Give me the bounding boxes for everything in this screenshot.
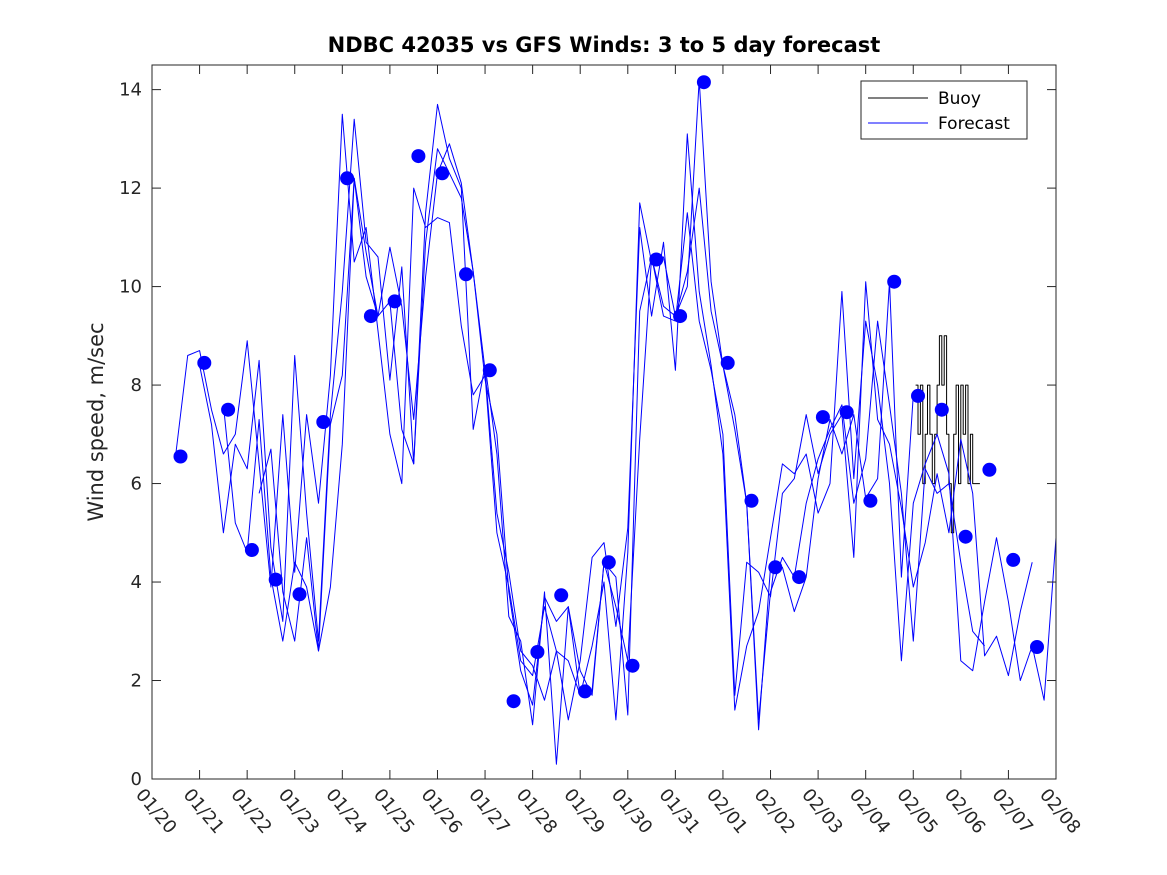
forecast-marker [839, 405, 854, 420]
forecast-marker [982, 462, 997, 477]
forecast-marker [506, 694, 521, 709]
forecast-marker [244, 543, 259, 557]
forecast-marker [197, 355, 212, 370]
forecast-marker [625, 658, 640, 673]
forecast-marker [411, 149, 426, 164]
y-tick-label: 2 [131, 671, 142, 692]
forecast-marker [554, 588, 569, 603]
series-line-forecast-3 [222, 79, 914, 731]
forecast-marker [601, 555, 616, 570]
forecast-marker [792, 570, 807, 585]
forecast-marker [340, 171, 355, 186]
forecast-marker [482, 363, 497, 378]
y-tick-label: 4 [131, 572, 142, 593]
forecast-marker [720, 355, 735, 370]
forecast-marker [887, 274, 902, 289]
forecast-marker [173, 449, 188, 464]
axes-box [151, 64, 1057, 780]
forecast-marker [863, 493, 878, 508]
legend-label-forecast: Forecast [938, 114, 1010, 134]
y-tick-label: 10 [119, 277, 142, 298]
series-line-buoy [915, 335, 980, 534]
forecast-marker [958, 529, 973, 544]
forecast-marker [387, 294, 402, 309]
series-line-forecast-2 [199, 103, 1033, 765]
forecast-marker [768, 560, 783, 575]
y-tick-label: 6 [131, 474, 142, 495]
forecast-marker [530, 645, 545, 659]
legend-label-buoy: Buoy [938, 89, 981, 109]
forecast-marker [459, 267, 473, 282]
legend-box [860, 80, 1028, 140]
plot-area [152, 65, 1056, 779]
forecast-marker [673, 309, 688, 324]
forecast-marker [1006, 552, 1021, 567]
forecast-marker [815, 410, 830, 425]
forecast-marker [744, 493, 759, 508]
forecast-marker [578, 684, 592, 699]
chart-title: NDBC 42035 vs GFS Winds: 3 to 5 day fore… [328, 33, 881, 57]
marker-layer [173, 75, 1044, 709]
forecast-marker [268, 572, 283, 587]
y-axis-label: Wind speed, m/sec [84, 322, 108, 521]
forecast-marker [363, 309, 378, 324]
series-line-forecast-1 [175, 113, 1057, 721]
forecast-marker [934, 402, 949, 417]
forecast-marker [316, 415, 331, 429]
forecast-marker [292, 587, 307, 602]
y-tick-label: 8 [131, 375, 142, 396]
y-tick-label: 0 [131, 769, 142, 790]
y-tick-label: 12 [119, 178, 142, 199]
series-line-forecast-4 [258, 143, 985, 721]
y-tick-label: 14 [119, 80, 142, 101]
series-layer [175, 79, 1057, 765]
forecast-marker [1030, 640, 1044, 654]
forecast-marker [911, 388, 925, 403]
forecast-marker [649, 252, 664, 267]
forecast-marker [696, 75, 711, 90]
forecast-marker [435, 166, 450, 181]
legend: Buoy Forecast [860, 80, 1028, 140]
forecast-marker [221, 402, 236, 417]
